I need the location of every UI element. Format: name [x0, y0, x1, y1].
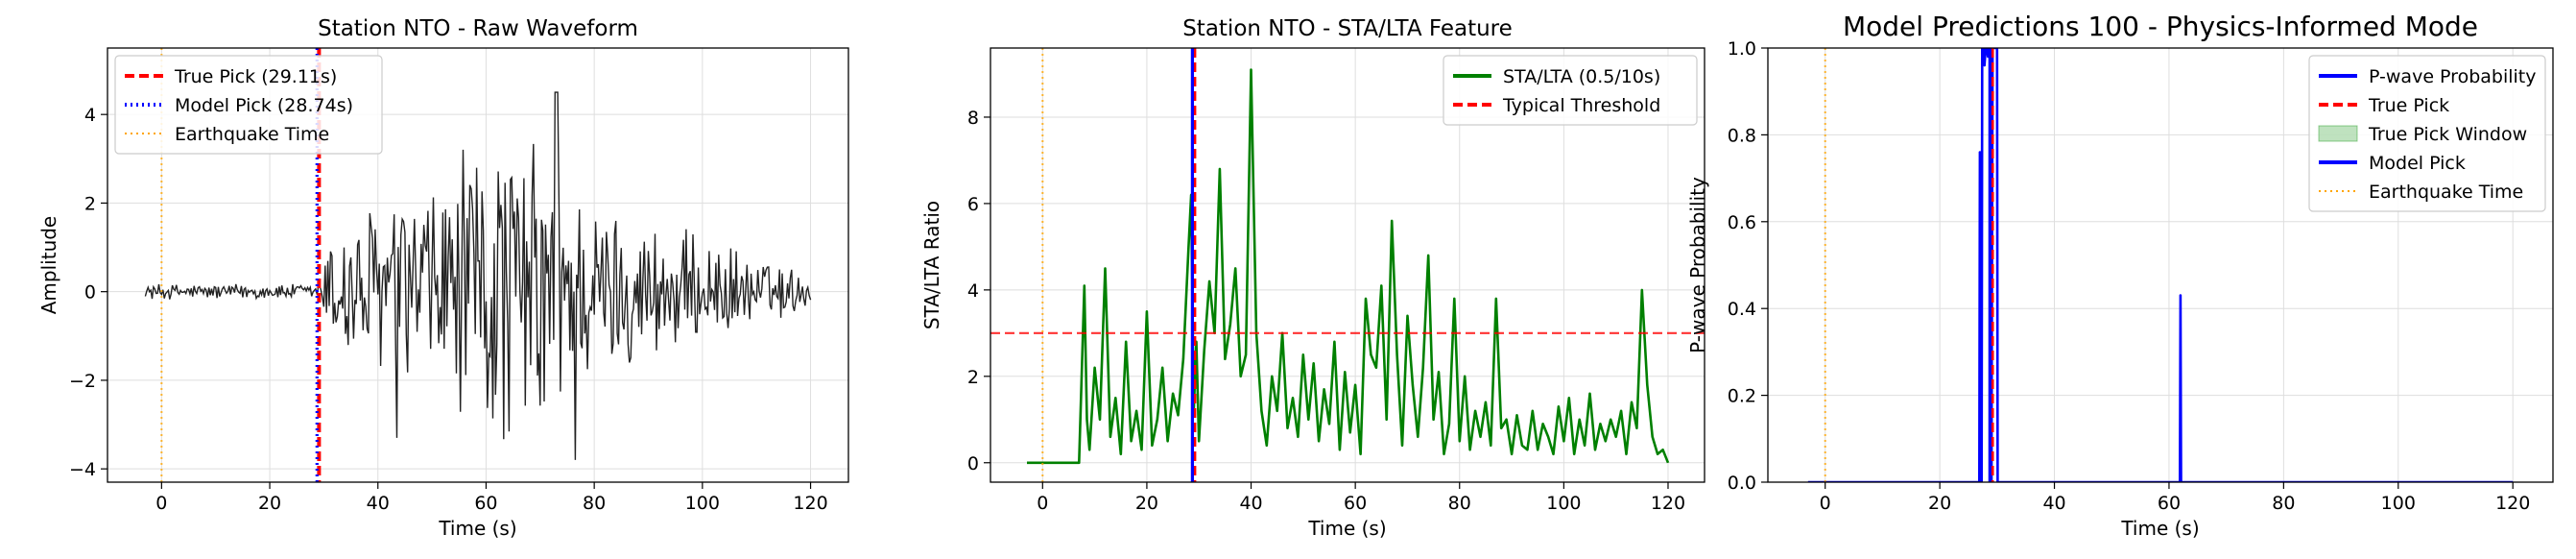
x-tick-label: 120 [793, 493, 827, 514]
y-tick-label: −2 [69, 371, 96, 392]
chart-panel-2: 0 20 40 60 80 100 120 0 2 4 6 8 Station NTO - STA/LT… [920, 16, 1705, 540]
chart-panel-1: 0 20 40 60 80 100 120 −4 −2 0 2 4 Station NTO - Raw … [37, 16, 849, 540]
y-axis-label: STA/LTA Ratio [920, 201, 943, 329]
legend: STA/LTA (0.5/10s) Typical Threshold [1443, 55, 1698, 126]
axes-frame [990, 47, 1705, 483]
y-tick-label: 4 [84, 105, 96, 126]
waveform-line [144, 91, 812, 460]
x-tick-label: 100 [685, 493, 720, 514]
y-tick-label: −4 [69, 459, 96, 480]
chart-panel-3: 0 20 40 60 80 100 120 0.0 0.2 0.4 0.6 0.8 1.0 Model P… [1686, 11, 2554, 540]
y-tick-label: 0 [84, 282, 96, 304]
x-tick-label: 20 [1135, 493, 1158, 514]
x-tick-label: 40 [367, 493, 390, 514]
y-tick-label: 0.2 [1728, 386, 1756, 407]
legend-box [1443, 55, 1698, 126]
legend-label: Model Pick (28.74s) [175, 95, 353, 116]
x-tick-label: 60 [2158, 493, 2181, 514]
x-tick-label: 40 [2042, 493, 2065, 514]
legend-label: Earthquake Time [175, 124, 329, 145]
x-tick-label: 120 [1651, 493, 1685, 514]
legend-label: Earthquake Time [2369, 182, 2523, 203]
y-tick-label: 1.0 [1728, 38, 1756, 60]
chart-title: Station NTO - Raw Waveform [318, 16, 638, 41]
legend: True Pick (29.11s) Model Pick (28.74s) Ear… [114, 55, 383, 155]
legend-label: True Pick [2368, 95, 2449, 116]
x-tick-label: 80 [1448, 493, 1471, 514]
y-tick-label: 2 [84, 193, 96, 214]
x-axis-label: Time (s) [438, 517, 516, 540]
x-tick-label: 100 [1546, 493, 1581, 514]
y-tick-label: 8 [967, 108, 979, 129]
plot-area [1807, 48, 2514, 482]
y-tick-label: 2 [967, 367, 979, 388]
legend-box [114, 55, 383, 155]
legend-label: True Pick Window [2368, 124, 2527, 145]
x-tick-label: 100 [2381, 493, 2416, 514]
x-axis-label: Time (s) [1307, 517, 1386, 540]
legend-label: STA/LTA (0.5/10s) [1503, 66, 1660, 87]
x-tick-label: 80 [583, 493, 606, 514]
series-line-1 [1027, 68, 1670, 465]
legend-swatch [2318, 125, 2358, 142]
x-tick-label: 20 [1928, 493, 1951, 514]
x-tick-label: 120 [2495, 493, 2530, 514]
x-tick-label: 40 [1239, 493, 1262, 514]
chart-title: Model Predictions 100 - Physics-Informed… [1843, 11, 2478, 42]
y-tick-label: 0.6 [1728, 212, 1756, 233]
x-tick-label: 80 [2272, 493, 2295, 514]
chart-title: Station NTO - STA/LTA Feature [1182, 16, 1513, 41]
y-tick-label: 0.0 [1728, 473, 1756, 494]
x-axis-label: Time (s) [2120, 517, 2199, 540]
legend-box [2308, 55, 2546, 212]
y-axis-label: P-wave Probability [1686, 177, 1709, 353]
legend-label: True Pick (29.11s) [174, 66, 337, 87]
axes-frame [107, 47, 849, 483]
x-tick-label: 60 [1344, 493, 1367, 514]
legend-label: P-wave Probability [2369, 66, 2537, 87]
y-tick-label: 0.4 [1728, 299, 1756, 320]
y-tick-label: 0 [967, 453, 979, 474]
legend: P-wave Probability True Pick True Pick Win… [2308, 55, 2546, 212]
y-tick-label: 6 [967, 194, 979, 215]
x-tick-label: 0 [155, 493, 167, 514]
x-tick-label: 0 [1820, 493, 1831, 514]
axes-frame [1767, 47, 2554, 483]
legend-label: Model Pick [2369, 153, 2466, 174]
y-tick-label: 4 [967, 280, 979, 302]
plot-area [990, 48, 1705, 482]
y-axis-label: Amplitude [37, 216, 60, 315]
x-tick-label: 0 [1037, 493, 1048, 514]
x-tick-label: 60 [474, 493, 497, 514]
x-tick-label: 20 [258, 493, 281, 514]
y-tick-label: 0.8 [1728, 125, 1756, 146]
legend-label: Typical Threshold [1502, 95, 1660, 116]
series-line-1 [1807, 48, 2514, 482]
